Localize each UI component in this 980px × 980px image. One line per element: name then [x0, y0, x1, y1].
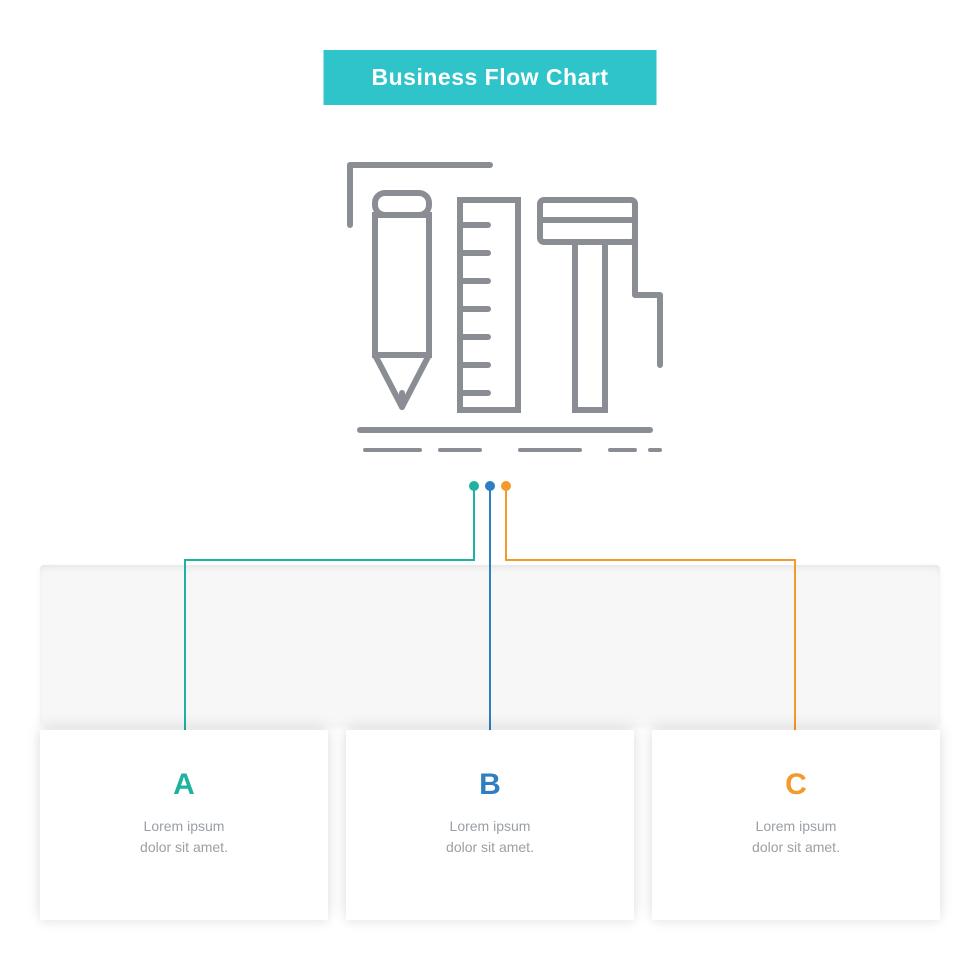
title-banner: Business Flow Chart [324, 50, 657, 105]
card-a-body: Lorem ipsum dolor sit amet. [40, 816, 328, 858]
connector-dot [501, 481, 511, 491]
card-a: A Lorem ipsum dolor sit amet. [40, 730, 328, 920]
card-c-body: Lorem ipsum dolor sit amet. [652, 816, 940, 858]
tools-icon [290, 145, 690, 465]
card-b-letter: B [346, 768, 634, 802]
connector-dot [469, 481, 479, 491]
card-a-letter: A [40, 768, 328, 802]
card-row: A Lorem ipsum dolor sit amet. B Lorem ip… [40, 730, 940, 920]
connector-area [0, 480, 980, 760]
card-b: B Lorem ipsum dolor sit amet. [346, 730, 634, 920]
card-c: C Lorem ipsum dolor sit amet. [652, 730, 940, 920]
card-b-body: Lorem ipsum dolor sit amet. [346, 816, 634, 858]
connector-dot [485, 481, 495, 491]
title-text: Business Flow Chart [372, 64, 609, 90]
card-c-letter: C [652, 768, 940, 802]
